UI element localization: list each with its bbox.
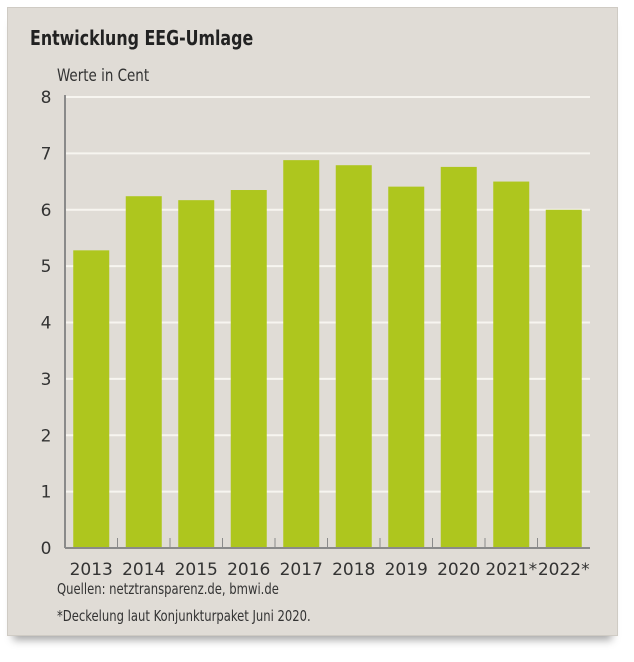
bar xyxy=(440,166,477,548)
bar xyxy=(283,160,320,548)
y-tick-label: 5 xyxy=(41,257,52,277)
y-tick-label: 3 xyxy=(41,370,52,390)
bar xyxy=(545,209,582,548)
footnote-text: *Deckelung laut Konjunkturpaket Juni 202… xyxy=(57,607,311,625)
chart-title: Entwicklung EEG-Umlage xyxy=(30,26,254,50)
y-tick-label: 6 xyxy=(41,201,52,221)
bar xyxy=(230,190,267,549)
x-tick-label: 2017 xyxy=(280,560,323,580)
bar xyxy=(493,181,530,548)
bar xyxy=(125,196,162,548)
x-tick-label: 2013 xyxy=(70,560,113,580)
x-tick-label: 2016 xyxy=(227,560,270,580)
y-tick-label: 1 xyxy=(41,483,52,503)
x-tick-label: 2018 xyxy=(332,560,375,580)
bar xyxy=(388,186,425,549)
y-tick-label: 7 xyxy=(41,144,52,164)
x-tick-label: 2020 xyxy=(437,560,480,580)
bar xyxy=(335,165,372,548)
y-tick-label: 2 xyxy=(41,426,52,446)
x-tick-label: 2015 xyxy=(175,560,218,580)
bar xyxy=(178,200,215,548)
y-tick-label: 8 xyxy=(41,88,52,108)
x-tick-label: 2021* xyxy=(485,560,537,580)
x-tick-label: 2019 xyxy=(385,560,428,580)
bar xyxy=(73,250,110,548)
y-tick-label: 4 xyxy=(41,314,52,334)
x-tick-label: 2022* xyxy=(538,560,590,580)
x-tick-label: 2014 xyxy=(122,560,165,580)
y-tick-label: 0 xyxy=(41,539,52,559)
sources-text: Quellen: netztransparenz.de, bmwi.de xyxy=(57,580,279,598)
y-axis-label: Werte in Cent xyxy=(57,66,150,86)
